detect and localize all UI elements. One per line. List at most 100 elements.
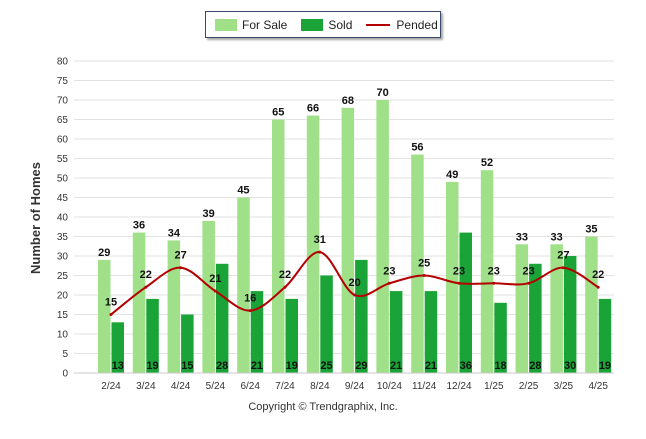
point-pended[interactable] bbox=[353, 293, 357, 297]
bar-for-sale[interactable] bbox=[306, 115, 320, 373]
bar-for-sale[interactable] bbox=[480, 170, 494, 373]
point-pended[interactable] bbox=[248, 309, 252, 313]
bar-for-sale[interactable] bbox=[411, 154, 424, 373]
axis-layer: 0 5 10 15 20 25 30 35 40 45 50 55 60 65 70 75 80 2/24 3/24… bbox=[57, 57, 614, 392]
y-tick-label: 65 bbox=[57, 115, 69, 126]
bar-sold[interactable] bbox=[389, 291, 403, 373]
bar-sold[interactable] bbox=[598, 298, 612, 373]
y-tick-label: 60 bbox=[57, 135, 69, 146]
bar-sold[interactable] bbox=[181, 314, 194, 374]
y-tick-label: 35 bbox=[57, 232, 69, 243]
y-tick-label: 80 bbox=[57, 57, 69, 68]
data-label-for-sale: 52 bbox=[481, 157, 493, 169]
y-tick-label: 10 bbox=[57, 330, 69, 341]
bar-for-sale[interactable] bbox=[202, 220, 215, 373]
data-label-sold: 36 bbox=[460, 360, 472, 372]
bar-sold[interactable] bbox=[285, 298, 299, 373]
bar-sold[interactable] bbox=[563, 256, 577, 373]
bar-sold[interactable] bbox=[494, 302, 507, 373]
x-tick-label: 6/24 bbox=[240, 381, 260, 392]
x-tick-label: 10/24 bbox=[377, 381, 402, 392]
y-tick-label: 5 bbox=[62, 349, 68, 360]
y-tick-label: 15 bbox=[57, 310, 69, 321]
x-tick-label: 2/24 bbox=[101, 381, 121, 392]
x-tick-label: 3/24 bbox=[136, 381, 156, 392]
data-label-sold: 30 bbox=[564, 360, 576, 372]
point-pended[interactable] bbox=[492, 281, 496, 285]
data-label-pended: 16 bbox=[244, 293, 256, 305]
legend-item-sold[interactable]: Sold bbox=[301, 18, 352, 32]
bar-sold[interactable] bbox=[355, 259, 368, 373]
point-pended[interactable] bbox=[457, 281, 461, 285]
x-tick-label: 8/24 bbox=[310, 381, 330, 392]
point-pended[interactable] bbox=[561, 266, 565, 270]
legend-item-for-sale[interactable]: For Sale bbox=[215, 18, 287, 32]
data-label-for-sale: 56 bbox=[411, 142, 423, 154]
data-label-for-sale: 39 bbox=[203, 208, 215, 220]
data-label-pended: 23 bbox=[453, 265, 465, 277]
bar-for-sale[interactable] bbox=[341, 107, 355, 374]
y-tick-label: 45 bbox=[57, 193, 69, 204]
bar-sold[interactable] bbox=[215, 263, 229, 373]
point-pended[interactable] bbox=[422, 274, 426, 277]
data-label-sold: 18 bbox=[494, 360, 506, 372]
y-tick-label: 55 bbox=[57, 154, 69, 165]
bar-for-sale[interactable] bbox=[167, 240, 181, 373]
data-label-pended: 22 bbox=[279, 269, 291, 281]
data-label-for-sale: 29 bbox=[98, 247, 110, 259]
data-label-for-sale: 33 bbox=[551, 231, 563, 243]
legend-label-for-sale: For Sale bbox=[242, 17, 288, 32]
bar-for-sale[interactable] bbox=[98, 259, 111, 373]
legend-label-sold: Sold bbox=[328, 17, 353, 32]
bar-sold[interactable] bbox=[424, 291, 438, 373]
bar-for-sale[interactable] bbox=[272, 119, 285, 374]
data-label-pended: 27 bbox=[174, 250, 186, 262]
legend-line-pended bbox=[366, 23, 391, 26]
data-label-sold: 19 bbox=[146, 360, 158, 372]
point-pended[interactable] bbox=[109, 313, 113, 316]
x-tick-label: 7/24 bbox=[275, 381, 295, 392]
data-label-sold: 28 bbox=[216, 360, 228, 372]
point-pended[interactable] bbox=[144, 285, 148, 289]
point-pended[interactable] bbox=[387, 281, 391, 285]
legend: For Sale Sold Pended bbox=[205, 11, 441, 38]
data-label-sold: 15 bbox=[181, 360, 193, 372]
data-label-sold: 19 bbox=[599, 360, 611, 372]
bar-sold[interactable] bbox=[146, 298, 159, 373]
data-label-pended: 23 bbox=[383, 265, 395, 277]
x-tick-label: 9/24 bbox=[345, 381, 365, 392]
bar-sold[interactable] bbox=[459, 232, 473, 373]
bar-for-sale[interactable] bbox=[132, 232, 146, 373]
legend-label-pended: Pended bbox=[396, 17, 438, 32]
y-tick-label: 25 bbox=[57, 271, 69, 282]
point-pended[interactable] bbox=[283, 285, 287, 289]
data-label-for-sale: 45 bbox=[237, 185, 249, 197]
data-label-sold: 28 bbox=[529, 360, 541, 372]
bar-for-sale[interactable] bbox=[237, 197, 250, 374]
y-tick-label: 0 bbox=[62, 369, 68, 380]
point-pended[interactable] bbox=[527, 281, 531, 285]
data-label-pended: 15 bbox=[105, 297, 117, 309]
bar-sold[interactable] bbox=[250, 291, 264, 373]
bar-sold[interactable] bbox=[529, 263, 542, 373]
bar-for-sale[interactable] bbox=[585, 236, 598, 374]
bar-for-sale[interactable] bbox=[376, 100, 389, 373]
data-label-for-sale: 70 bbox=[377, 87, 389, 99]
data-label-sold: 13 bbox=[112, 360, 124, 372]
bar-sold[interactable] bbox=[111, 322, 125, 373]
x-tick-label: 4/24 bbox=[171, 381, 191, 392]
point-pended[interactable] bbox=[596, 285, 600, 289]
legend-item-pended[interactable]: Pended bbox=[366, 17, 438, 32]
data-label-pended: 23 bbox=[488, 265, 500, 277]
bar-for-sale[interactable] bbox=[515, 244, 529, 373]
bar-for-sale[interactable] bbox=[446, 181, 459, 373]
bar-for-sale[interactable] bbox=[550, 244, 563, 373]
point-pended[interactable] bbox=[318, 250, 322, 254]
bar-sold[interactable] bbox=[320, 275, 333, 374]
point-pended[interactable] bbox=[213, 289, 217, 293]
point-pended[interactable] bbox=[179, 266, 183, 270]
y-tick-label: 75 bbox=[57, 76, 69, 87]
data-label-for-sale: 65 bbox=[272, 107, 284, 119]
data-label-pended: 31 bbox=[314, 234, 326, 246]
